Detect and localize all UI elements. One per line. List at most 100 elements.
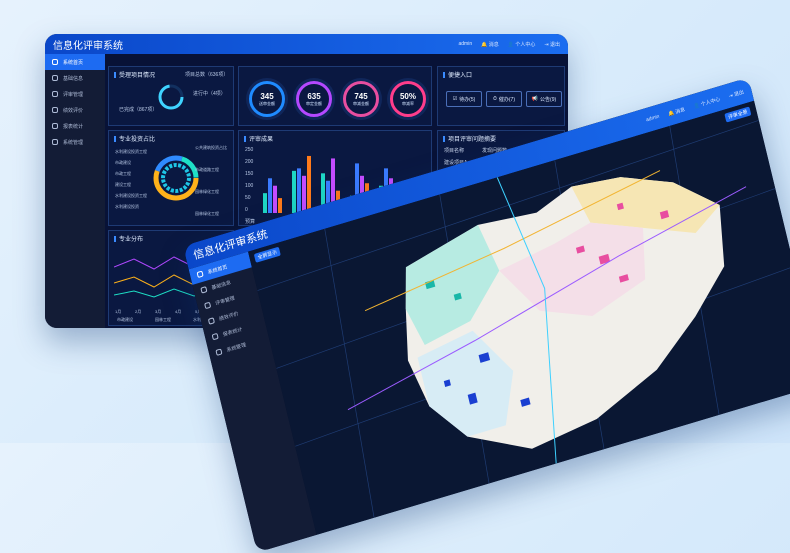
ring-value: 345 (260, 91, 274, 101)
logout-label: 退出 (549, 41, 560, 48)
x-tick-label: 4月 (175, 309, 182, 314)
bar (302, 175, 306, 213)
notice-button[interactable]: 📢 公告(9) (526, 91, 562, 107)
sidebar-item-1[interactable]: 基础信息 (45, 70, 105, 86)
region-map[interactable]: 全屏显示 评审全景 (248, 100, 790, 535)
bar (263, 193, 267, 213)
profile-link[interactable]: 👤 个人中心 (507, 41, 536, 48)
logout-link[interactable]: ⇥ 退出 (544, 41, 560, 48)
menu-icon (215, 348, 223, 356)
completed-label: 已完成（867项） (119, 107, 158, 113)
sidebar: 系统首页基础信息评审管理绩效评价报表统计系统管理 (45, 54, 105, 328)
menu-icon (52, 91, 58, 97)
ring-value: 50% (399, 91, 416, 101)
profile-label: 个人中心 (700, 96, 721, 108)
sidebar-item-3[interactable]: 绩效评价 (45, 102, 105, 118)
menu-icon (207, 317, 216, 325)
sidebar-item-label: 系统管理 (63, 139, 84, 146)
bar (331, 158, 335, 213)
share-label: 园林绿化工程 (195, 211, 219, 216)
panel-title: 评审成果 (239, 131, 431, 146)
share-label: 公共建筑投资占比 (195, 145, 227, 150)
status-ring (158, 84, 184, 110)
menu-icon (52, 123, 58, 129)
bar (307, 155, 311, 213)
share-label: 园林绿化工程 (195, 189, 219, 194)
project-status-panel: 受理项目情况 项目总数（636项） 进行中（4项） 已完成（867项） (108, 66, 234, 126)
menu-icon (52, 59, 58, 65)
legend-item: 市政工程 (115, 171, 131, 176)
y-tick-label: 100 (245, 183, 254, 189)
ring-label: 审减率 (402, 100, 414, 106)
bar (355, 163, 359, 213)
sidebar-item-label: 评审管理 (63, 91, 84, 98)
notice-icon: 📢 (531, 96, 539, 102)
amount-ring: 635 审定金额 (296, 81, 332, 117)
message-label: 消息 (488, 41, 499, 48)
app-title: 信息化评审系统 (53, 40, 123, 52)
y-tick-label: 250 (245, 147, 254, 153)
legend-item: 市政建设 (115, 160, 131, 165)
legend-item: 建设工程 (115, 182, 131, 187)
sidebar-item-label: 系统管理 (226, 341, 247, 354)
menu-icon (52, 139, 58, 145)
todo-button[interactable]: ☑ 待办(5) (446, 91, 482, 107)
message-link[interactable]: 🔔 消息 (481, 41, 499, 48)
map-window: 信息化评审系统 admin 🔔 消息 👤 个人中心 ⇥ 退出 系统首页 基础信息评… (183, 77, 790, 553)
profile-label: 个人中心 (515, 41, 536, 48)
sidebar-item-2[interactable]: 评审管理 (45, 86, 105, 102)
investment-share-panel: 专业投资占比 水利建设投资工程 市政建设 市政工程 建设工程 水利建设投资工程 水利建设投… (108, 130, 234, 226)
user-name[interactable]: admin (645, 113, 661, 124)
column-header: 项目名称 (444, 148, 465, 154)
x-tick-label: 2月 (135, 309, 142, 314)
sidebar-item-4[interactable]: 报表统计 (45, 118, 105, 134)
logout-label: 退出 (733, 88, 745, 98)
message-label: 消息 (674, 106, 686, 116)
message-link[interactable]: 🔔 消息 (667, 106, 686, 118)
panel-title: 专业分布 (109, 231, 233, 246)
urge-icon: ⏱ (492, 96, 497, 102)
ring-label: 审定金额 (306, 100, 322, 106)
menu-icon (211, 332, 219, 341)
table-cell: 建设项目A (444, 160, 468, 166)
x-tick-label: 3月 (155, 309, 162, 314)
bar (321, 173, 325, 213)
sidebar-item-0[interactable]: 系统首页 (45, 54, 105, 70)
menu-icon (204, 301, 212, 310)
column-header: 发现问题数 (482, 148, 508, 154)
sidebar-item-5[interactable]: 系统管理 (45, 134, 105, 150)
district-map (257, 119, 790, 518)
menu-icon (52, 107, 58, 113)
sidebar-item-label: 报表统计 (222, 326, 243, 338)
total-count: 项目总数（636项） (185, 72, 229, 78)
bar (268, 178, 272, 213)
share-label: 市政道路工程 (195, 167, 219, 172)
ring-value: 745 (354, 91, 368, 101)
legend-item: 水利建设投资工程 (115, 193, 147, 198)
menu-icon (196, 270, 204, 279)
panel-title: 便捷入口 (438, 67, 564, 82)
y-tick-label: 50 (245, 195, 251, 201)
profile-link[interactable]: 👤 个人中心 (692, 96, 721, 110)
sidebar-item-label: 评审管理 (214, 294, 236, 307)
legend-item: 园林工程 (155, 317, 171, 322)
sidebar-item-label: 基础信息 (210, 279, 232, 291)
amount-ring: 345 送审金额 (249, 81, 285, 117)
urge-label: 催办(7) (498, 96, 516, 103)
todo-label: 待办(5) (459, 96, 476, 103)
urge-button[interactable]: ⏱ 催办(7) (486, 91, 522, 107)
notice-label: 公告(9) (540, 96, 557, 103)
bar (273, 185, 277, 213)
bar (278, 198, 282, 213)
sidebar-item-label: 基础信息 (63, 75, 84, 82)
menu-icon (200, 286, 208, 294)
legend-item: 市政建设 (117, 317, 133, 322)
sidebar-item-label: 绩效评价 (63, 107, 84, 114)
user-name[interactable]: admin (458, 41, 473, 47)
legend-item: 水利建设投资工程 (115, 149, 147, 154)
sidebar-item-label: 报表统计 (63, 123, 84, 130)
ring-value: 635 (307, 91, 321, 101)
panel-title: 专业投资占比 (109, 131, 233, 146)
logout-link[interactable]: ⇥ 退出 (728, 88, 745, 100)
bar (297, 168, 301, 213)
